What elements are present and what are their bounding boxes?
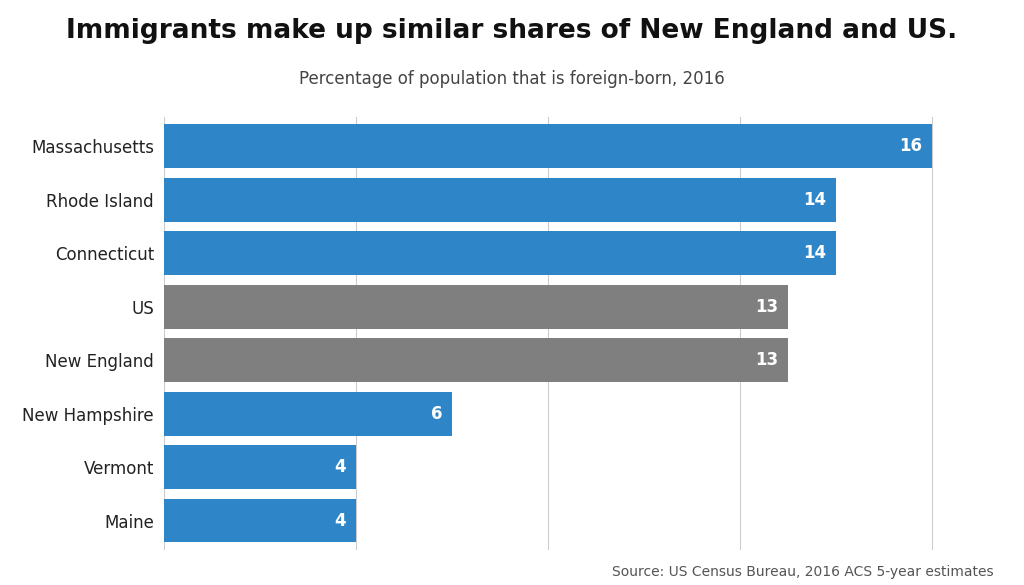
Text: 14: 14	[803, 245, 826, 262]
Bar	[164, 338, 787, 382]
Bar	[164, 392, 452, 435]
Bar	[164, 125, 932, 168]
Text: Percentage of population that is foreign-born, 2016: Percentage of population that is foreign…	[299, 70, 725, 88]
Text: Source: US Census Bureau, 2016 ACS 5-year estimates: Source: US Census Bureau, 2016 ACS 5-yea…	[611, 565, 993, 579]
Text: Immigrants make up similar shares of New England and US.: Immigrants make up similar shares of New…	[67, 18, 957, 43]
Text: 13: 13	[755, 351, 778, 369]
Text: 4: 4	[335, 511, 346, 529]
Bar	[164, 445, 355, 489]
Text: 13: 13	[755, 298, 778, 316]
Text: 14: 14	[803, 191, 826, 209]
Text: 6: 6	[431, 405, 442, 422]
Bar	[164, 285, 787, 329]
Text: 4: 4	[335, 458, 346, 476]
Bar	[164, 178, 836, 222]
Bar	[164, 498, 355, 542]
Bar	[164, 232, 836, 275]
Text: 16: 16	[899, 137, 922, 156]
